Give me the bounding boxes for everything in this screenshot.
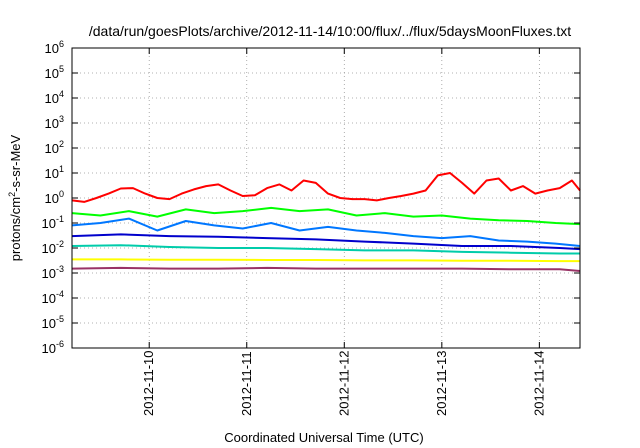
y-tick-label: 102 xyxy=(45,139,64,156)
y-axis-label: protons/cm2-s-sr-MeV xyxy=(7,134,23,261)
y-tick-label: 10-3 xyxy=(42,264,64,281)
y-tick-label: 10-6 xyxy=(42,339,64,356)
series-line-7 xyxy=(71,266,581,272)
x-tick-label: 2012-11-10 xyxy=(141,350,156,416)
y-tick-exponent: 2 xyxy=(59,139,64,149)
y-tick-base: 10 xyxy=(42,316,56,331)
y-axis-label-rest: -s-sr-MeV xyxy=(8,134,23,191)
chart-title: /data/run/goesPlots/archive/2012-11-14/1… xyxy=(89,23,571,39)
y-tick-base: 10 xyxy=(45,66,59,81)
x-tick-label: 2012-11-14 xyxy=(531,350,546,416)
y-tick-base: 10 xyxy=(45,141,59,156)
y-tick-label: 101 xyxy=(45,164,64,181)
y-tick-label: 10-4 xyxy=(42,289,64,306)
y-tick-exponent: -5 xyxy=(56,314,64,324)
y-tick-base: 10 xyxy=(45,166,59,181)
y-tick-exponent: 3 xyxy=(59,114,64,124)
y-tick-base: 10 xyxy=(42,266,56,281)
y-tick-exponent: -3 xyxy=(56,264,64,274)
y-tick-exponent: -2 xyxy=(56,239,64,249)
x-axis-label: Coordinated Universal Time (UTC) xyxy=(224,430,423,445)
x-tick-label: 2012-11-13 xyxy=(434,350,449,416)
series-layer xyxy=(71,172,581,272)
y-tick-label: 10-2 xyxy=(42,239,64,256)
y-tick-label: 106 xyxy=(45,39,64,56)
series-line-2 xyxy=(71,206,581,226)
y-tick-exponent: 0 xyxy=(59,189,64,199)
y-tick-base: 10 xyxy=(45,191,59,206)
grid-lines xyxy=(72,47,580,349)
x-tick-labels: 2012-11-10 2012-11-11 2012-11-12 2012-11-13… xyxy=(141,350,546,416)
series-line-6 xyxy=(72,258,580,263)
y-tick-exponent: 6 xyxy=(59,39,64,49)
y-tick-base: 10 xyxy=(42,291,56,306)
series-line-1 xyxy=(71,172,581,203)
series-line-5 xyxy=(71,244,580,255)
y-tick-base: 10 xyxy=(42,341,56,356)
series-line-3 xyxy=(71,217,581,247)
x-tick-label: 2012-11-11 xyxy=(239,351,254,416)
y-tick-base: 10 xyxy=(42,241,56,256)
y-tick-exponent: -1 xyxy=(56,214,64,224)
y-tick-exponent: 5 xyxy=(59,64,64,74)
y-tick-exponent: 4 xyxy=(59,89,64,99)
y-tick-label: 100 xyxy=(45,189,64,206)
axis-ticks xyxy=(72,47,580,349)
y-tick-label: 10-1 xyxy=(42,214,64,231)
y-tick-exponent: -6 xyxy=(56,339,64,349)
y-tick-label: 10-5 xyxy=(42,314,64,331)
y-tick-label: 104 xyxy=(45,89,64,106)
y-tick-base: 10 xyxy=(45,91,59,106)
y-tick-labels: 10610510410310210110010-110-210-310-410-… xyxy=(42,39,64,356)
y-tick-exponent: -4 xyxy=(56,289,64,299)
y-axis-label-base: protons/cm xyxy=(8,197,23,261)
y-tick-base: 10 xyxy=(45,116,59,131)
x-tick-label: 2012-11-12 xyxy=(336,350,351,416)
y-tick-label: 103 xyxy=(45,114,64,131)
y-tick-label: 105 xyxy=(45,64,64,81)
y-axis-label-sup: 2 xyxy=(7,192,17,197)
series-line-4 xyxy=(71,233,581,251)
y-tick-base: 10 xyxy=(45,41,59,56)
y-tick-exponent: 1 xyxy=(59,164,64,174)
y-tick-base: 10 xyxy=(42,216,56,231)
